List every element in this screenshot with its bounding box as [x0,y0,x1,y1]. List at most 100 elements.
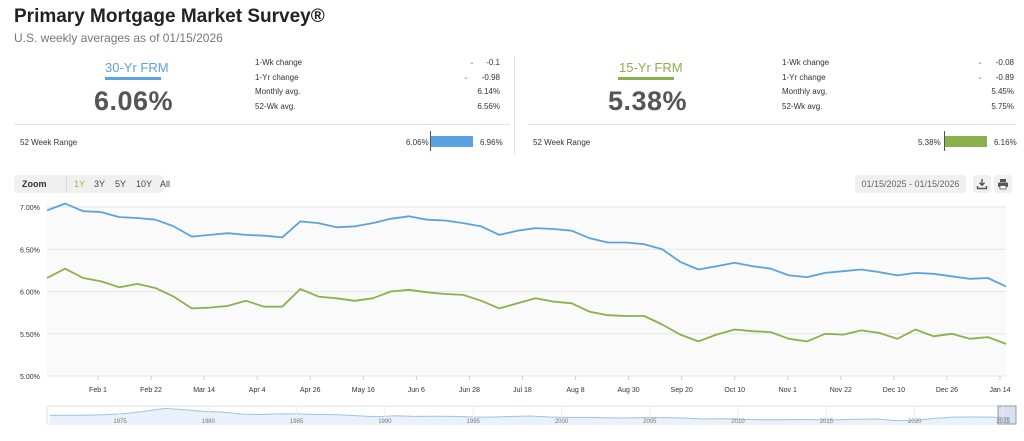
x-tick-label: Jun 28 [459,387,480,394]
x-tick-label: Dec 10 [883,387,905,394]
stat-label: 1-Wk change [255,58,303,67]
x-tick-label: Aug 30 [617,387,639,394]
x-tick-label: Sep 20 [671,387,693,394]
x-tick-label: Apr 4 [249,387,266,394]
rate-value: 5.38% [608,86,688,116]
stat-row-52wk: 52-Wk avg. 6.56% [255,100,500,115]
rate-panel-15yr: 15-Yr FRM 5.38% 1-Wk change ⌄ -0.08 1-Yr… [528,56,1017,156]
zoom-option-5y[interactable]: 5Y [115,179,127,189]
rate-label: 15-Yr FRM [619,60,683,75]
page-subtitle: U.S. weekly averages as of 01/15/2026 [14,31,223,45]
x-tick-label: Apr 26 [300,387,321,394]
stat-value: 6.56% [477,101,500,111]
stat-label: Monthly avg. [782,87,828,96]
divider [528,124,1016,125]
navigator-year-label: 2015 [820,419,834,425]
range-bar-tick [944,131,945,151]
range-min: 5.38% [918,138,941,147]
stat-value: 5.75% [991,101,1014,111]
x-tick-label: Jul 18 [513,387,532,394]
stat-label: 1-Yr change [255,72,299,82]
navigator-year-label: 1985 [290,419,304,425]
range-label: 52 Week Range [20,138,78,147]
rate-panel-30yr: 30-Yr FRM 6.06% 1-Wk change ⌄ -0.1 1-Yr … [14,56,510,156]
zoom-option-3y[interactable]: 3Y [94,179,106,189]
print-button[interactable] [994,175,1012,193]
download-icon [976,179,988,190]
download-button[interactable] [973,175,991,193]
stat-value: 6.14% [477,87,500,96]
y-tick-label: 6.00% [20,290,40,297]
x-tick-label: Feb 1 [89,387,107,394]
series-line-15yr [46,267,1007,345]
date-range-input[interactable]: 01/15/2025 - 01/15/2026 [855,175,966,193]
navigator-year-label: 2005 [643,419,657,425]
navigator-line [49,407,1011,422]
stat-value: -0.98 [481,72,500,82]
range-min: 6.06% [406,138,429,147]
chevron-down-icon: ⌄ [977,73,983,81]
series-line-30yr [46,202,1007,288]
x-tick-label: Oct 10 [724,387,745,394]
page-title: Primary Mortgage Market Survey® [14,6,325,27]
navigator-year-label: 2025 [996,419,1010,425]
range-max: 6.16% [994,138,1017,147]
chevron-down-icon: ⌄ [463,73,469,81]
range-bar-tick [430,131,431,151]
navigator-year-label: 1995 [467,419,481,425]
stat-row-monthly: Monthly avg. 5.45% [782,85,1014,100]
navigator-year-label: 1975 [113,419,127,425]
divider [14,124,510,125]
y-tick-label: 5.00% [20,374,40,381]
x-tick-label: Nov 1 [779,387,797,394]
zoom-label: Zoom [22,179,47,189]
y-tick-label: 5.50% [20,332,40,339]
navigator-year-label: 2010 [731,419,745,425]
x-tick-label: Jan 14 [989,387,1010,394]
stat-row-1wk: 1-Wk change ⌄ -0.1 [255,56,500,71]
print-icon [998,179,1008,190]
navigator-year-label: 2020 [908,419,922,425]
chevron-down-icon: ⌄ [469,59,475,66]
zoom-option-1y[interactable]: 1Y [74,179,86,189]
rate-underline [105,77,161,80]
navigator[interactable]: 1975 1980 1985 1990 1995 2000 2005 2010 2015 2020… [0,404,1024,437]
rate-underline [618,77,674,80]
x-tick-label: May 16 [352,387,375,394]
x-tick-label: Dec 26 [936,387,958,394]
stat-value: -0.1 [486,58,500,67]
rate-label: 30-Yr FRM [105,60,169,75]
x-tick-label: Jun 6 [408,387,425,394]
rate-stats: 1-Wk change ⌄ -0.1 1-Yr change ⌄ -0.98 M… [255,56,500,114]
zoom-option-all[interactable]: All [160,179,171,189]
zoom-selector: Zoom 1Y 3Y 5Y 10Y All [14,175,170,193]
stat-label: 1-Yr change [782,72,826,82]
range-bar [431,136,473,147]
chevron-down-icon: ⌄ [977,59,983,66]
navigator-year-label: 1990 [378,419,392,425]
navigator-year-label: 2000 [555,419,569,425]
stat-value: -0.89 [995,72,1014,82]
stat-row-1wk: 1-Wk change ⌄ -0.08 [782,56,1014,71]
range-label: 52 Week Range [533,138,591,147]
stat-label: 52-Wk avg. [255,101,296,111]
rate-value: 6.06% [94,86,174,116]
stat-label: 1-Wk change [782,58,830,67]
navigator-year-label: 1980 [202,419,216,425]
zoom-option-10y[interactable]: 10Y [136,179,153,189]
line-chart: 7.00% 6.50% 6.00% 5.50% 5.00% Feb 1 Feb 22 Mar … [20,202,1011,394]
x-tick-label: Aug 8 [566,387,584,394]
x-tick-label: Mar 14 [193,387,215,394]
stat-row-monthly: Monthly avg. 6.14% [255,85,500,100]
stat-label: 52-Wk avg. [782,101,823,111]
stat-label: Monthly avg. [255,87,301,96]
x-tick-label: Feb 22 [140,387,162,394]
stat-value: -0.08 [995,58,1014,67]
stat-row-1yr: 1-Yr change ⌄ -0.89 [782,71,1014,86]
panel-divider [514,56,515,154]
stat-value: 5.45% [991,87,1014,96]
range-max: 6.96% [480,138,503,147]
stat-row-52wk: 52-Wk avg. 5.75% [782,100,1014,115]
x-tick-label: Nov 22 [830,387,852,394]
range-bar [945,136,987,147]
